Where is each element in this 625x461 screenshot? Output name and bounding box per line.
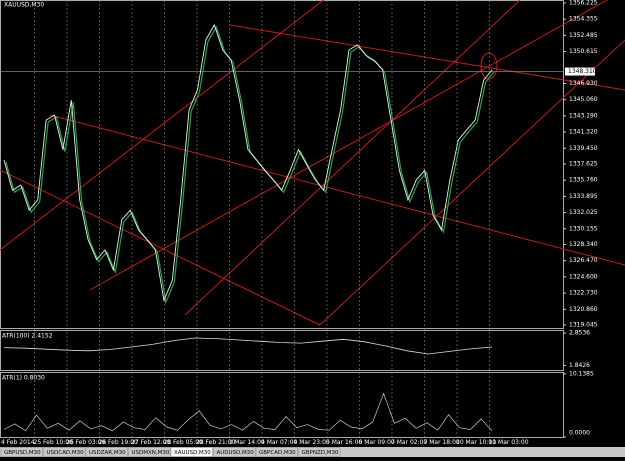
price-label: 1333.895 [569,193,598,200]
price-label: 1341.320 [569,129,598,136]
tab-label[interactable]: USDCAD,M30 [47,450,85,456]
price-label: 1356.225 [569,0,598,6]
price-line [3,23,493,302]
time-label: 3 Mar 14:00 [229,439,265,446]
time-label: 7 Mar 18:00 [424,439,460,446]
atr1-line [3,392,493,432]
price-label: 1345.060 [569,96,598,103]
time-label: 7 Mar 02:00 [391,439,427,446]
price-label: 1319.045 [569,322,598,329]
tab-label[interactable]: USDMXN,M30 [132,450,170,456]
atr100-axis-label: 1.8426 [569,362,590,369]
atr1-axis-label: 10.1385 [569,370,594,377]
tab-label[interactable]: GBPCAD,M30 [259,450,296,456]
time-label: 4 Mar 07:00 [261,439,297,446]
price-label: 1332.025 [569,209,598,216]
time-label: 6 Mar 09:00 [359,439,395,446]
price-label: 1346.930 [569,80,598,87]
atr1-axis-label: 0.0000 [569,430,590,437]
atr100-label: ATR(100) 2.4152 [2,333,53,340]
price-label: 1320.860 [569,306,598,313]
current-price-box [565,67,595,76]
tab-label[interactable]: GBPUSD,M30 [4,450,41,456]
price-label: 1335.760 [569,177,598,184]
window-title: XAUUSD,M30 [4,2,44,9]
atr1-label: ATR(1) 0.8030 [2,375,45,382]
price-label: 1322.730 [569,290,598,297]
time-label: 26 Feb 19:00 [99,439,139,446]
tab-label[interactable]: GBPNZD,M30 [302,450,339,456]
time-label: 11 Mar 03:00 [489,439,529,446]
price-label: 1326.470 [569,257,598,264]
time-label: 4 Feb 2014 [1,439,35,446]
price-label: 1337.625 [569,161,598,168]
price-label: 1350.615 [569,48,598,55]
time-label: 26 Feb 03:00 [66,439,106,446]
time-label: 28 Feb 21:00 [196,439,236,446]
tab-label[interactable]: XAUUSD,M30 [174,450,211,456]
atr100-line [3,337,493,355]
time-label: 10 Mar 10:00 [456,439,496,446]
price-label: 1352.485 [569,32,598,39]
price-label: 1328.340 [569,241,598,248]
time-label: 5 Mar 16:00 [326,439,362,446]
time-label: 25 Feb 10:00 [34,439,74,446]
atr100-axis-label: 2.8536 [569,330,590,337]
price-label: 1339.450 [569,145,598,152]
price-label: 1354.355 [569,16,598,23]
atr1-pane-border [0,372,564,438]
current-price-label: 1348.310 [568,68,597,75]
price-label: 1324.600 [569,273,598,280]
atr100-pane-border [0,330,564,371]
trend-lines [0,0,625,326]
time-axis [0,438,625,447]
price-label: 1343.190 [569,112,598,119]
tab-label[interactable]: AUDUSD,M30 [217,450,255,456]
time-label: 4 Mar 23:00 [294,439,330,446]
price-label: 1330.155 [569,225,598,232]
tab-label[interactable]: USDZAR,M30 [89,450,126,456]
time-label: 28 Feb 05:00 [164,439,204,446]
time-label: 27 Feb 12:00 [131,439,171,446]
